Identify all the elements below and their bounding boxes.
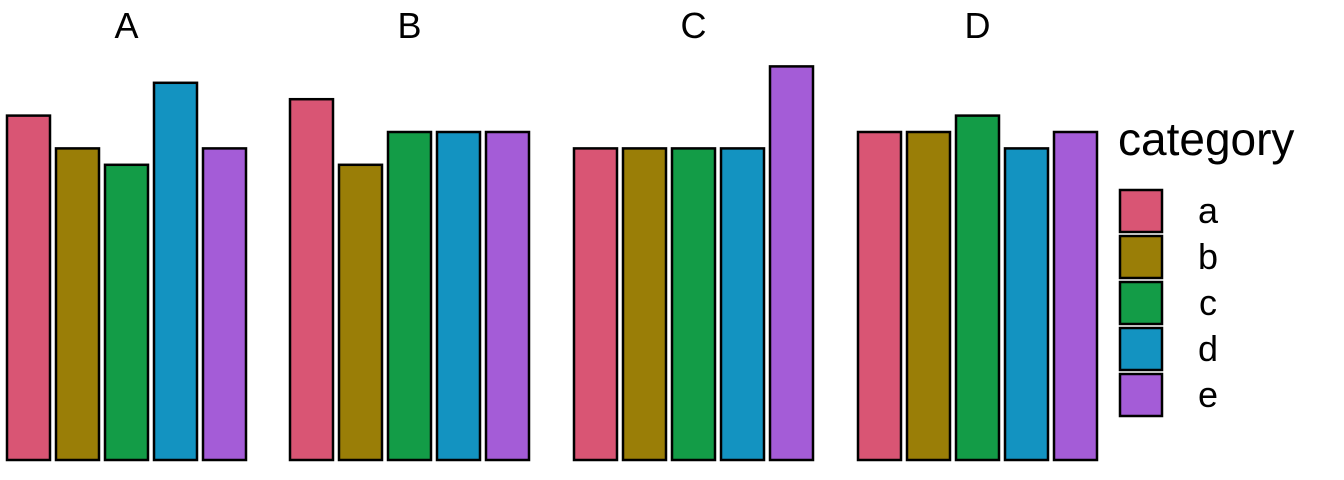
- bar-D-a: [856, 130, 903, 462]
- panel-title-D: D: [965, 5, 991, 46]
- bar-D-d: [1003, 147, 1050, 462]
- legend-key-d: [1118, 326, 1164, 372]
- bar-D-e: [1052, 130, 1099, 462]
- legend-label-e: e: [1198, 374, 1218, 415]
- bar-C-a: [572, 147, 619, 462]
- legend-key-c: [1118, 280, 1164, 326]
- legend-label-c: c: [1199, 282, 1217, 323]
- panel-title-A: A: [114, 5, 138, 46]
- panel-title-C: C: [681, 5, 707, 46]
- bar-B-a: [288, 97, 335, 462]
- panel-A: A: [5, 5, 248, 462]
- bar-B-e: [484, 130, 531, 462]
- panel-C: C: [572, 5, 815, 462]
- bar-A-e: [201, 147, 248, 462]
- bar-C-c: [670, 147, 717, 462]
- bar-A-d: [152, 81, 199, 462]
- panel-title-B: B: [397, 5, 421, 46]
- bar-A-b: [54, 147, 101, 462]
- bar-C-e: [768, 65, 815, 462]
- bar-B-b: [337, 163, 384, 462]
- bar-B-c: [386, 130, 433, 462]
- bar-A-c: [103, 163, 150, 462]
- bar-D-c: [954, 114, 1001, 462]
- bar-A-a: [5, 114, 52, 462]
- panel-D: D: [856, 5, 1099, 462]
- legend-label-b: b: [1198, 236, 1218, 277]
- legend-key-e: [1118, 372, 1164, 418]
- legend-label-d: d: [1198, 328, 1218, 369]
- bar-C-b: [621, 147, 668, 462]
- legend-title: category: [1118, 113, 1294, 165]
- bar-C-d: [719, 147, 766, 462]
- bar-D-b: [905, 130, 952, 462]
- legend-label-a: a: [1198, 190, 1219, 231]
- bar-B-d: [435, 130, 482, 462]
- legend-key-b: [1118, 234, 1164, 280]
- legend-key-a: [1118, 188, 1164, 234]
- panels: A B C D: [5, 5, 1099, 462]
- panel-B: B: [288, 5, 531, 462]
